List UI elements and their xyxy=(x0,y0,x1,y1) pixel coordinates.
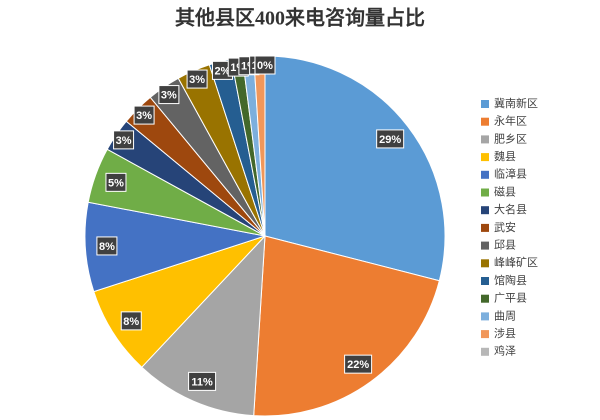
legend-label: 广平县 xyxy=(494,292,527,305)
pie-slice xyxy=(141,234,266,417)
legend-swatch xyxy=(481,170,489,179)
legend-label: 邱县 xyxy=(494,239,516,252)
legend-label: 武安 xyxy=(494,220,516,234)
legend-label: 永年区 xyxy=(494,114,527,128)
value-label: 8% xyxy=(123,316,139,328)
pie-slice xyxy=(264,55,446,282)
value-label-box xyxy=(105,172,127,192)
legend-swatch xyxy=(481,135,489,144)
legend-label: 临漳县 xyxy=(494,167,527,181)
value-label: 3% xyxy=(189,74,205,86)
pie-slice xyxy=(253,235,440,417)
legend-swatch xyxy=(481,188,489,197)
value-label: 5% xyxy=(108,177,124,189)
value-label-box xyxy=(113,130,135,150)
legend-swatch xyxy=(481,294,489,303)
value-label: 29% xyxy=(379,134,401,146)
value-label-box xyxy=(254,55,276,75)
legend-swatch xyxy=(481,153,489,162)
legend-label: 磁县 xyxy=(494,185,516,198)
value-label: 11% xyxy=(191,376,213,388)
pie-slice xyxy=(93,235,266,368)
legend-swatch xyxy=(481,100,489,108)
value-label-box xyxy=(96,236,118,256)
legend-label: 曲周 xyxy=(494,309,516,322)
value-label-box xyxy=(376,129,405,149)
legend-swatch xyxy=(481,117,489,126)
legend-label: 肥乡区 xyxy=(494,132,527,145)
legend-label: 鸡泽 xyxy=(494,344,516,358)
legend-label: 馆陶县 xyxy=(494,273,527,287)
value-label-box xyxy=(120,311,142,331)
legend-swatch xyxy=(481,223,489,232)
legend-swatch xyxy=(481,206,489,215)
legend-swatch xyxy=(481,312,489,321)
value-label: 3% xyxy=(161,89,177,101)
pie-slice xyxy=(84,201,266,293)
legend-label: 涉县 xyxy=(494,326,516,340)
value-label: 0% xyxy=(257,60,273,72)
legend-swatch xyxy=(481,241,489,250)
value-label: 2% xyxy=(215,65,231,77)
legend-swatch xyxy=(481,259,489,268)
legend-swatch xyxy=(481,277,489,285)
legend-label: 大名县 xyxy=(494,202,527,216)
value-label-box xyxy=(186,69,208,89)
value-label-box xyxy=(158,85,180,105)
legend-swatch xyxy=(481,347,489,356)
value-label-box xyxy=(133,105,155,125)
value-label: 3% xyxy=(116,135,132,147)
value-label: 22% xyxy=(347,359,369,371)
legend-label: 冀南新区 xyxy=(494,96,538,110)
value-label-box xyxy=(188,371,217,391)
legend-swatch xyxy=(481,330,489,339)
value-label: 8% xyxy=(99,241,115,253)
legend-label: 峰峰矿区 xyxy=(494,256,538,269)
value-label-box xyxy=(344,354,373,374)
legend-label: 魏县 xyxy=(494,149,516,163)
chart-title: 其他县区400来电咨询量占比 xyxy=(175,6,425,30)
value-label: 3% xyxy=(136,110,152,122)
